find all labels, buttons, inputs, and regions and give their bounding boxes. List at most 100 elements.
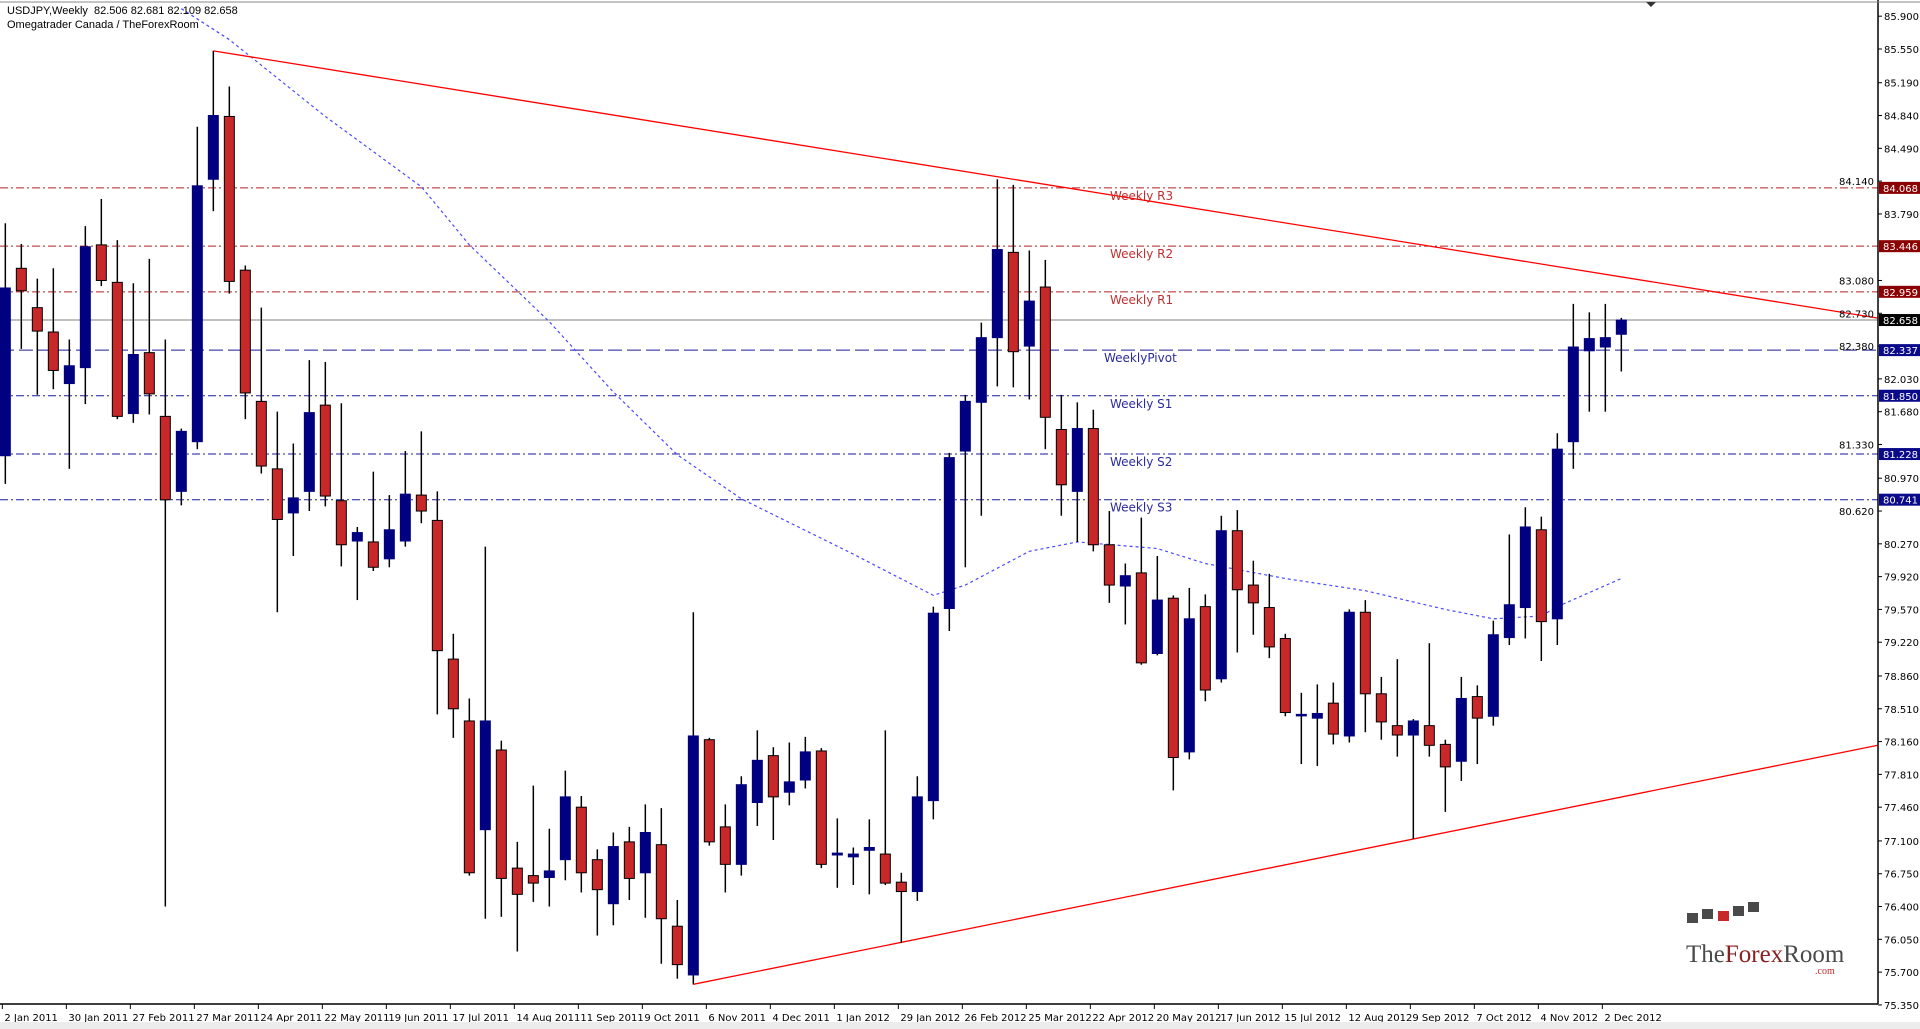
candle	[1215, 515, 1227, 683]
candle	[47, 268, 59, 390]
candle-body-bear	[1279, 637, 1291, 714]
candle	[1423, 643, 1435, 757]
candle-body-bear	[95, 244, 107, 281]
y-tick-label: 83.080	[1839, 276, 1874, 287]
x-tick-label: 17 Jul 2011	[452, 1013, 509, 1024]
candle	[1071, 402, 1083, 542]
candle	[351, 526, 363, 601]
resistance-trendline[interactable]	[213, 50, 1878, 319]
level-price-tag	[1879, 389, 1920, 402]
level-price-tag	[1879, 240, 1920, 253]
level-price-label: 81.850	[1883, 392, 1918, 403]
candle-body-bear	[1055, 428, 1067, 486]
candle-body-bear	[655, 844, 667, 920]
candle-body-bear	[1391, 725, 1403, 736]
candle-body-bear	[271, 468, 283, 520]
candle	[15, 243, 27, 349]
candle-body-bull	[991, 249, 1003, 339]
moving-average-line	[181, 8, 1622, 620]
y-tick-label: 78.860	[1884, 672, 1919, 683]
candle	[1311, 684, 1323, 766]
candle-body-bull	[783, 781, 795, 793]
y-tick-label: 78.510	[1884, 705, 1919, 716]
y-tick-label: 80.970	[1884, 474, 1919, 485]
candle	[1295, 692, 1307, 765]
candle-body-bull	[1295, 713, 1307, 717]
y-tick-label: 79.220	[1884, 638, 1919, 649]
candle	[1487, 620, 1499, 726]
candle	[1231, 510, 1243, 653]
candle-body-bull	[287, 497, 299, 514]
candle	[335, 403, 347, 567]
candle	[1567, 303, 1579, 469]
candle	[31, 278, 43, 395]
chart-shift-marker-icon[interactable]	[1646, 2, 1656, 7]
y-tick-label: 75.350	[1884, 1001, 1919, 1012]
candle	[527, 785, 539, 902]
candle-body-bear	[111, 281, 123, 417]
candle-body-bull	[751, 759, 763, 804]
candle	[319, 362, 331, 507]
candle	[543, 828, 555, 907]
candle	[1167, 595, 1179, 791]
candle	[1551, 433, 1563, 646]
y-tick-label: 79.920	[1884, 573, 1919, 584]
candle-body-bull	[1151, 599, 1163, 654]
candle-body-bull	[1487, 634, 1499, 717]
candle	[1279, 633, 1291, 717]
y-tick-label: 85.550	[1884, 45, 1919, 56]
candle-body-bear	[1263, 607, 1275, 648]
candle	[1263, 573, 1275, 659]
candle	[367, 471, 379, 572]
x-tick-label: 27 Mar 2011	[196, 1013, 259, 1024]
candle-body-bear	[703, 739, 715, 843]
y-tick-label: 85.900	[1884, 12, 1919, 23]
x-tick-label: 25 Mar 2012	[1028, 1013, 1091, 1024]
candle-body-bear	[1375, 693, 1387, 723]
candle-body-bull	[687, 735, 699, 976]
candle-body-bear	[1087, 428, 1099, 546]
candle-body-bear	[31, 307, 43, 332]
level-label: WeeklyPivot	[1104, 351, 1177, 365]
level-label: Weekly S2	[1110, 455, 1172, 469]
candle-body-bull	[847, 853, 859, 858]
candle-body-bear	[1039, 286, 1051, 418]
y-tick-label: 76.750	[1884, 870, 1919, 881]
level-price-label: 82.337	[1883, 346, 1918, 357]
level-price-label: 84.068	[1883, 184, 1918, 195]
x-tick-label: 30 Jan 2011	[68, 1013, 128, 1024]
candle-body-bear	[1167, 597, 1179, 759]
candle	[735, 776, 747, 876]
x-tick-label: 4 Dec 2011	[772, 1013, 830, 1024]
candle	[95, 198, 107, 287]
candle-body-bull	[1503, 604, 1515, 639]
candle-body-bear	[895, 881, 907, 893]
candle-body-bull	[63, 365, 75, 385]
candle	[239, 265, 251, 420]
candle	[655, 808, 667, 964]
candle	[127, 283, 139, 423]
x-tick-label: 7 Oct 2012	[1476, 1013, 1531, 1024]
candle	[111, 240, 123, 420]
candle	[895, 872, 907, 944]
candle	[383, 495, 395, 568]
candle	[863, 819, 875, 895]
x-tick-label: 24 Apr 2011	[260, 1013, 322, 1024]
candle-body-bull	[1023, 300, 1035, 347]
level-price-tag	[1879, 493, 1920, 506]
y-tick-label: 84.140	[1839, 177, 1874, 188]
candle	[703, 737, 715, 846]
candle-body-bear	[463, 720, 475, 874]
y-tick-label: 83.790	[1884, 210, 1919, 221]
candle-body-bear	[495, 749, 507, 879]
candle-body-bear	[15, 267, 27, 292]
candle	[975, 322, 987, 516]
candle-body-bull	[1071, 428, 1083, 492]
candle	[1359, 600, 1371, 733]
support-trendline[interactable]	[693, 744, 1878, 985]
candle	[959, 394, 971, 568]
y-tick-label: 82.380	[1839, 342, 1874, 353]
candle-body-bear	[415, 494, 427, 512]
candle	[1055, 394, 1067, 516]
level-price-tag	[1879, 181, 1920, 194]
